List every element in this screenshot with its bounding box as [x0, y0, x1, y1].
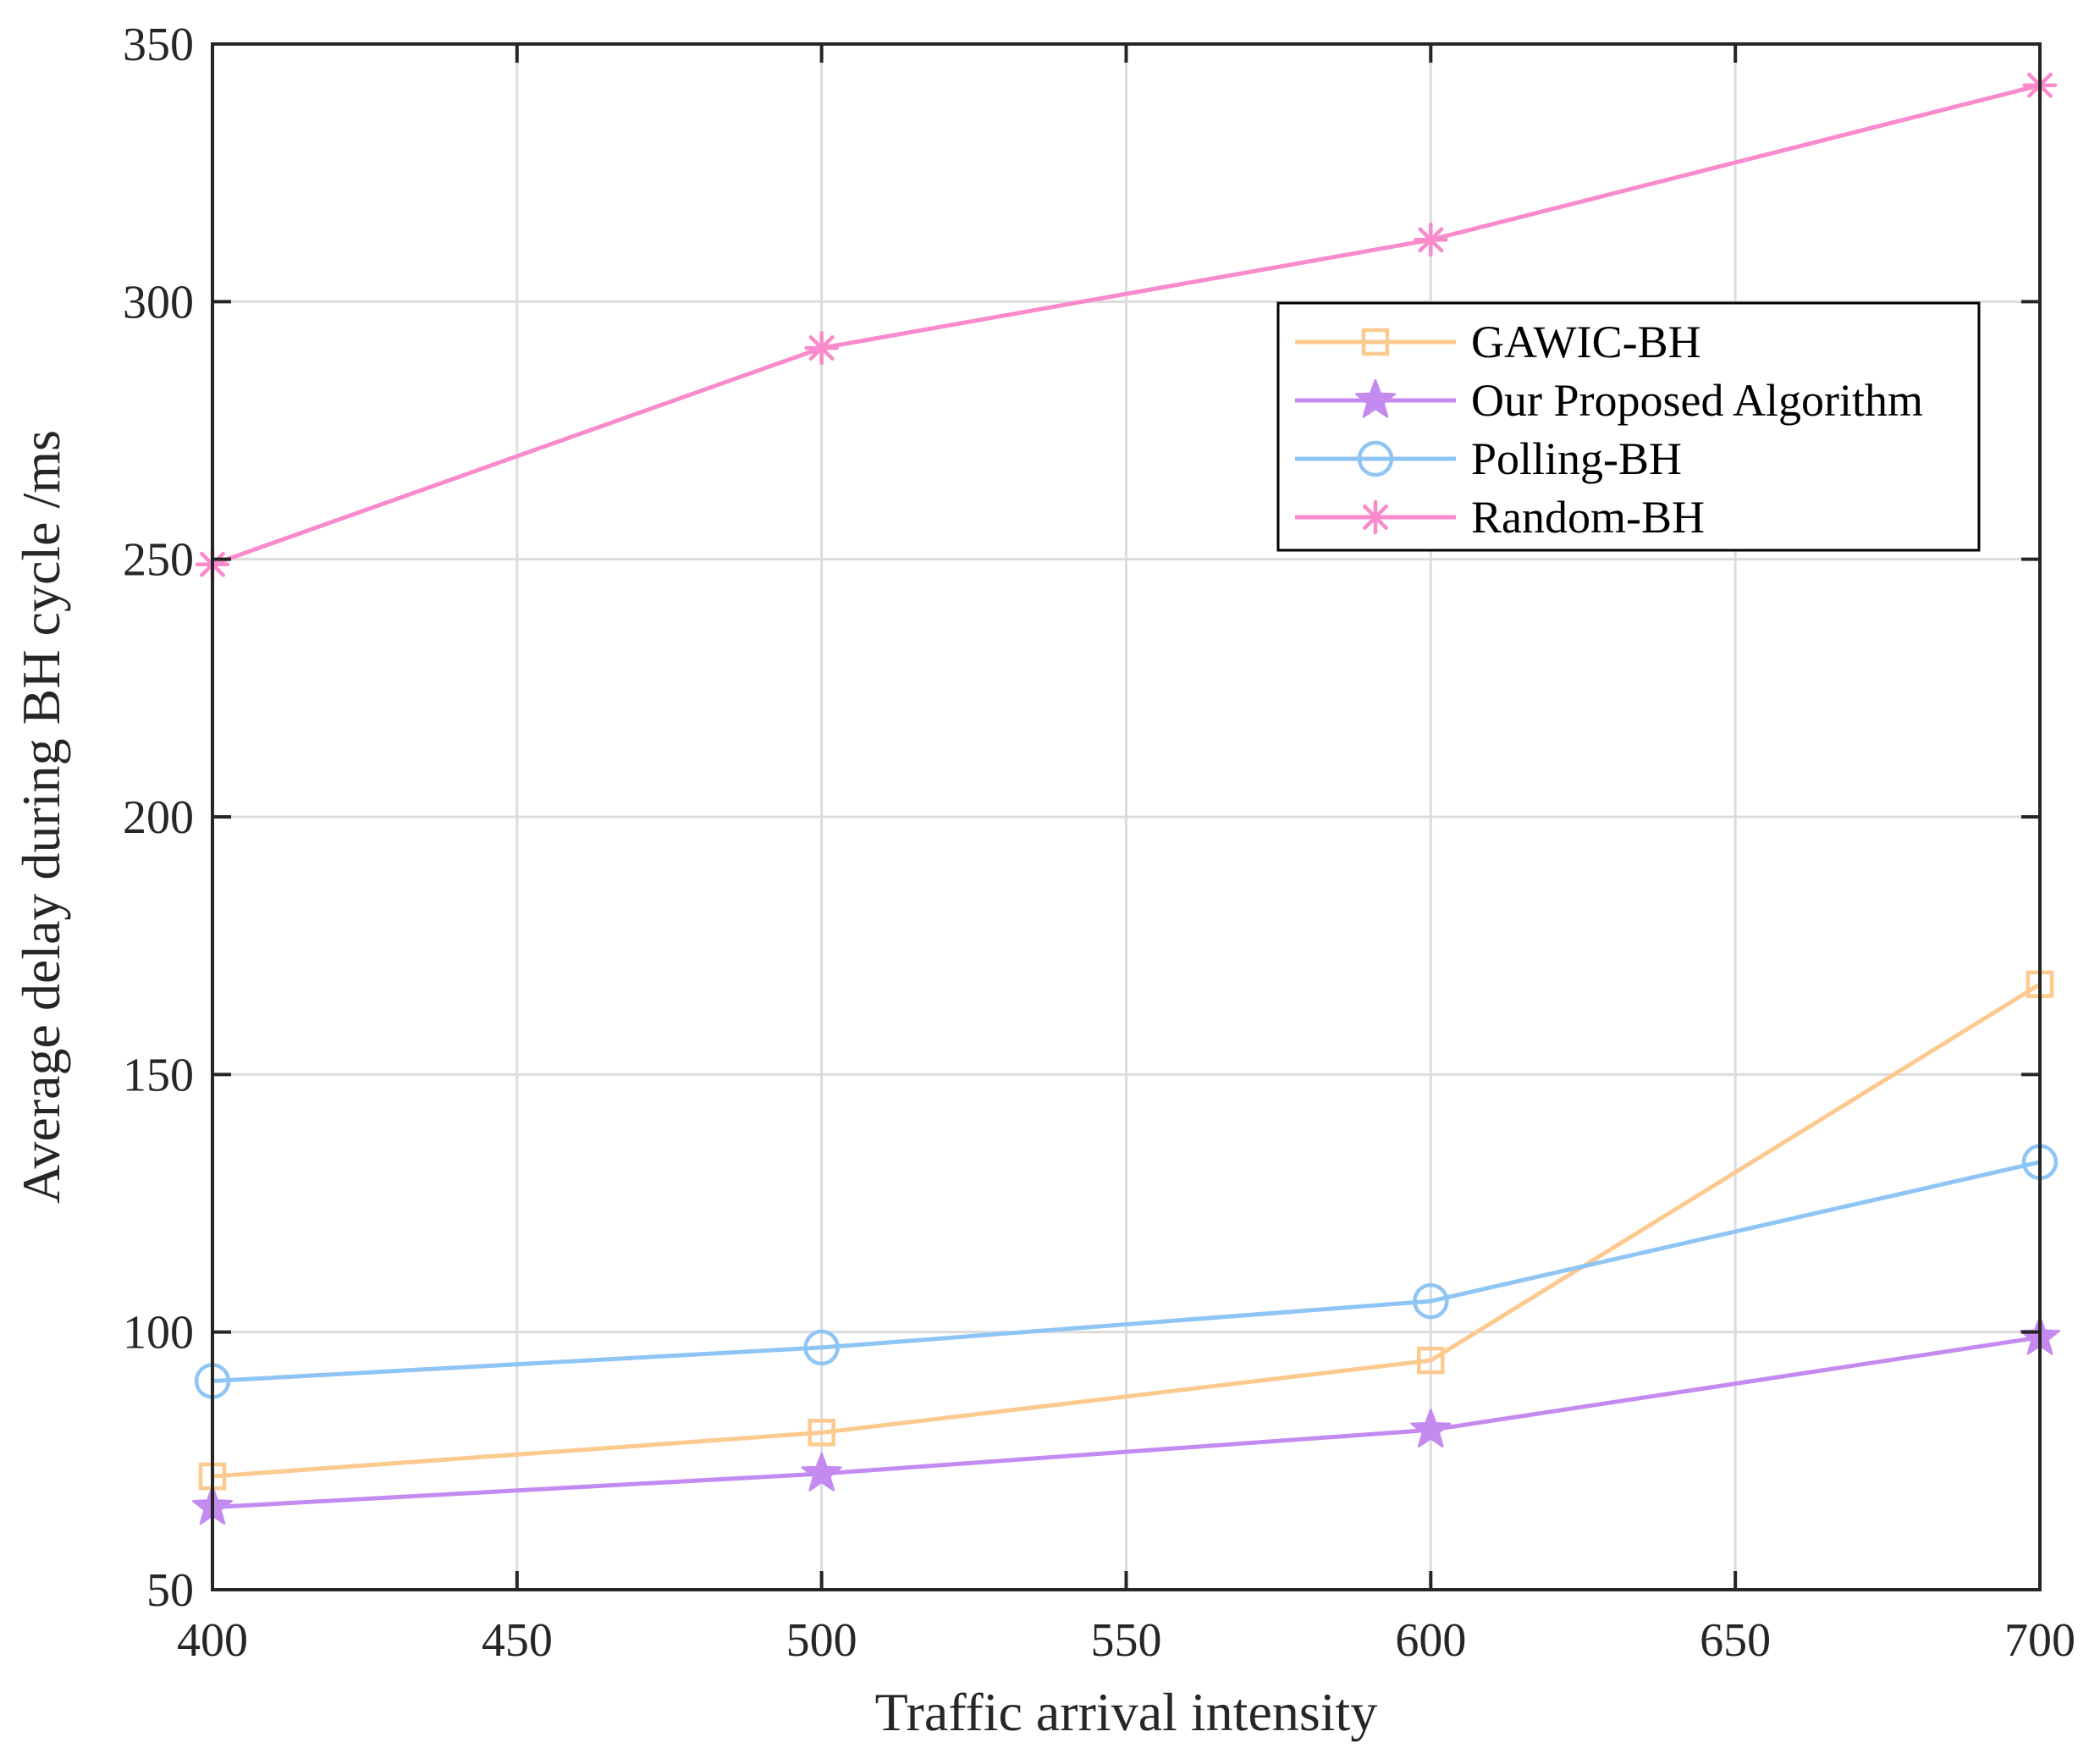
- legend: GAWIC-BH Our Proposed Algorithm Polling-BH…: [1276, 301, 1981, 552]
- y-tick-label-250: 250: [123, 534, 194, 587]
- data-point-polling-bh-600: [1413, 1282, 1449, 1320]
- legend-item-our-proposed-algorithm: Our Proposed Algorithm: [1295, 375, 1923, 426]
- legend-marker-random-bh: [1358, 499, 1393, 535]
- x-tick-label-700: 700: [2004, 1614, 2075, 1667]
- y-tick-labels: 50 100 150 200 250 300 350: [123, 19, 194, 1617]
- series-line-random-bh: [212, 83, 2041, 567]
- legend-item-polling-bh: Polling-BH: [1295, 433, 1682, 484]
- data-point-our-proposed-algorithm-500: [801, 1452, 842, 1492]
- x-tick-label-650: 650: [1700, 1614, 1771, 1667]
- x-tick-labels: 400 450 500 550 600 650 700: [177, 1614, 2075, 1667]
- x-axis-title: Traffic arrival intensity: [875, 1682, 1378, 1742]
- series-line-gawic-bh: [212, 982, 2042, 1479]
- legend-box: [1276, 301, 1981, 552]
- y-axis-title: Average delay during BH cycle /ms: [11, 430, 71, 1204]
- data-point-gawic-bh-600: [1417, 1346, 1445, 1375]
- x-tick-label-400: 400: [177, 1614, 248, 1667]
- series-line-polling-bh: [212, 1160, 2041, 1383]
- legend-label-gawic-bh: GAWIC-BH: [1471, 317, 1701, 367]
- axis-ticks: [211, 42, 2042, 1591]
- legend-marker-our-proposed-algorithm: [1354, 378, 1397, 418]
- legend-label-polling-bh: Polling-BH: [1471, 433, 1682, 484]
- legend-item-random-bh: Random-BH: [1295, 492, 1705, 543]
- y-tick-label-200: 200: [123, 791, 194, 844]
- legend-marker-polling-bh: [1357, 440, 1394, 477]
- x-tick-label-500: 500: [786, 1614, 857, 1667]
- legend-marker-gawic-bh: [1361, 328, 1390, 356]
- data-point-polling-bh-500: [803, 1329, 840, 1366]
- data-point-random-bh-600: [1414, 223, 1448, 257]
- y-tick-label-50: 50: [146, 1564, 194, 1617]
- y-tick-label-150: 150: [123, 1049, 194, 1101]
- x-tick-label-550: 550: [1091, 1614, 1162, 1667]
- x-tick-label-450: 450: [482, 1614, 553, 1667]
- series-group: [191, 68, 2061, 1525]
- legend-label-random-bh: Random-BH: [1471, 492, 1705, 543]
- data-point-random-bh-500: [804, 330, 839, 366]
- series-line-our-proposed-algorithm: [212, 1335, 2041, 1510]
- x-tick-label-600: 600: [1395, 1614, 1466, 1667]
- legend-item-gawic-bh: GAWIC-BH: [1295, 317, 1701, 367]
- y-tick-label-300: 300: [123, 276, 194, 328]
- data-point-our-proposed-algorithm-600: [1410, 1409, 1452, 1447]
- legend-label-our-proposed-algorithm: Our Proposed Algorithm: [1471, 375, 1923, 426]
- data-point-gawic-bh-500: [807, 1419, 835, 1447]
- y-tick-label-350: 350: [123, 19, 194, 71]
- y-tick-label-100: 100: [123, 1307, 194, 1359]
